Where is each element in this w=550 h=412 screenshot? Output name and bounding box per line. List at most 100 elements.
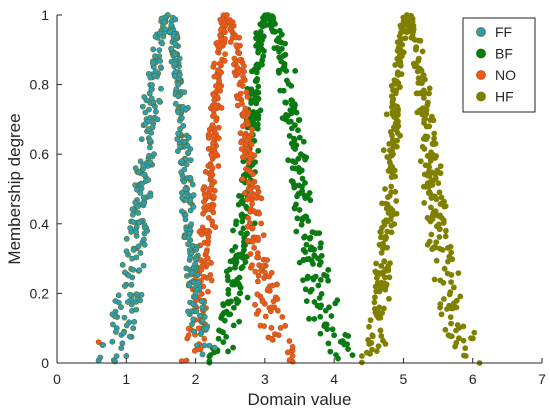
data-point <box>190 301 197 307</box>
data-point <box>249 262 255 269</box>
data-point <box>130 325 137 332</box>
data-point <box>95 339 102 345</box>
data-point <box>259 263 266 269</box>
data-point <box>426 85 433 92</box>
data-point <box>441 265 448 272</box>
data-point <box>349 352 356 358</box>
y-tick-label: 0.4 <box>30 216 50 232</box>
data-point <box>325 340 332 347</box>
data-point <box>261 269 268 276</box>
data-point <box>285 157 292 164</box>
data-point <box>200 198 207 205</box>
data-point <box>185 308 191 315</box>
data-point <box>199 262 206 269</box>
data-point <box>388 229 395 236</box>
data-point <box>118 304 124 311</box>
data-point <box>124 299 131 305</box>
data-point <box>223 333 229 340</box>
data-point <box>317 304 324 311</box>
data-point <box>170 33 177 40</box>
data-point <box>427 204 434 211</box>
data-point <box>438 311 445 318</box>
data-point <box>203 227 209 234</box>
data-point <box>199 224 206 231</box>
data-point <box>455 270 462 276</box>
data-point <box>326 304 332 311</box>
data-point <box>383 234 389 241</box>
data-point <box>156 30 163 37</box>
legend-marker-ff <box>476 27 486 37</box>
data-point <box>440 296 447 302</box>
data-point <box>145 126 152 132</box>
data-point <box>400 49 407 56</box>
data-point <box>289 158 296 164</box>
data-point <box>275 332 282 339</box>
data-point <box>249 238 256 245</box>
data-point <box>123 235 130 242</box>
data-point <box>233 221 239 228</box>
data-point <box>428 149 434 156</box>
data-point <box>217 32 224 39</box>
y-tick-label: 0 <box>41 355 49 371</box>
data-point <box>138 181 145 187</box>
data-point <box>236 318 242 325</box>
data-point <box>209 165 216 172</box>
data-point <box>227 25 234 32</box>
data-point <box>138 291 145 298</box>
data-point <box>135 243 142 250</box>
data-point <box>460 323 467 330</box>
data-point <box>379 269 386 276</box>
data-point <box>440 217 447 224</box>
data-point <box>239 176 246 182</box>
data-point <box>161 19 168 25</box>
data-point <box>288 83 295 89</box>
y-tick-label: 0.8 <box>30 77 50 93</box>
data-point <box>318 252 325 259</box>
data-point <box>392 62 399 68</box>
data-point <box>187 174 194 181</box>
data-point <box>302 249 309 255</box>
data-point <box>185 149 191 156</box>
data-point <box>258 220 264 227</box>
data-point <box>225 286 232 293</box>
data-point <box>462 353 469 359</box>
data-point <box>306 315 312 322</box>
data-point <box>157 58 164 64</box>
data-point <box>302 156 308 163</box>
data-point <box>245 215 252 221</box>
data-point <box>289 353 296 359</box>
data-point <box>193 246 200 253</box>
data-point <box>366 323 372 330</box>
data-point <box>413 90 420 97</box>
data-point <box>268 335 275 342</box>
data-point <box>334 297 341 304</box>
legend-label-no: NO <box>495 67 516 83</box>
data-point <box>393 210 400 217</box>
data-point <box>175 81 182 88</box>
data-point <box>198 298 205 305</box>
data-point <box>307 197 314 204</box>
data-point <box>369 346 375 353</box>
data-point <box>392 126 398 132</box>
data-point <box>190 204 197 210</box>
data-point <box>148 86 155 93</box>
data-point <box>278 45 285 52</box>
data-point <box>249 225 256 231</box>
data-point <box>453 339 460 346</box>
data-point <box>410 60 417 67</box>
data-point <box>202 168 209 175</box>
data-point <box>216 60 223 67</box>
data-point <box>175 109 182 116</box>
data-point <box>149 60 156 67</box>
data-point <box>141 199 147 206</box>
data-point <box>419 105 426 111</box>
data-point <box>257 322 264 329</box>
data-point <box>134 203 141 210</box>
data-point <box>376 304 383 311</box>
data-point <box>129 255 135 262</box>
data-point <box>268 324 275 331</box>
data-point <box>109 338 116 345</box>
data-point <box>150 46 157 53</box>
data-point <box>303 298 310 304</box>
data-point <box>97 354 104 361</box>
